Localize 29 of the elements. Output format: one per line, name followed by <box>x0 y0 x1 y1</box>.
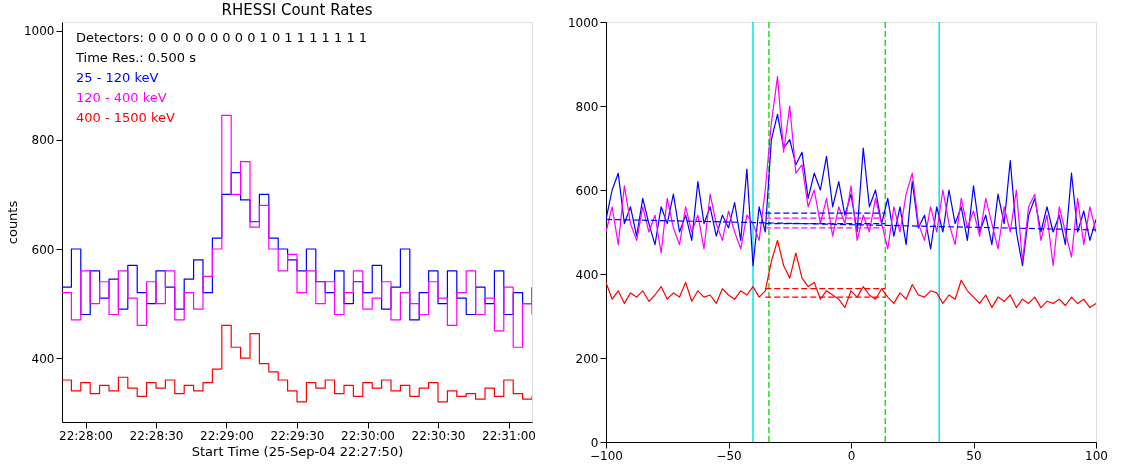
x-tick-label: 22:28:30 <box>129 428 184 443</box>
y-tick-label: 600 <box>31 242 55 257</box>
x-tick-label: −100 <box>590 448 623 463</box>
x-tick-label: 0 <box>847 448 856 463</box>
y-axis-title: counts <box>4 200 20 245</box>
y-tick-label: 1000 <box>567 15 599 30</box>
x-tick-label: 100 <box>1085 448 1108 463</box>
x-tick-label: 22:29:30 <box>270 428 325 443</box>
annotation: Time Res.: 0.500 s <box>75 50 197 65</box>
x-axis-title: Start Time (25-Sep-04 22:27:50) <box>191 443 404 459</box>
y-tick-label: 1000 <box>23 24 55 39</box>
x-tick-label: 22:30:30 <box>411 428 466 443</box>
x-tick-label: 22:28:00 <box>59 428 113 443</box>
y-tick-label: 600 <box>575 183 599 198</box>
y-tick-label: 800 <box>31 133 55 148</box>
x-tick-label: 22:30:00 <box>341 428 395 443</box>
x-tick-label: −50 <box>716 448 742 463</box>
text: 400 - 1500 keV <box>76 110 176 125</box>
text: 25 - 120 keV <box>76 70 159 85</box>
y-tick-label: 400 <box>575 267 599 282</box>
x-tick-label: 50 <box>966 448 982 463</box>
y-tick-label: 400 <box>31 351 55 366</box>
text: 120 - 400 keV <box>76 90 167 105</box>
x-tick-label: 22:29:00 <box>200 428 254 443</box>
annotation: Detectors: 0 0 0 0 0 0 0 0 0 1 0 1 1 1 1 1 1 1 <box>76 30 368 45</box>
y-tick-label: 800 <box>575 99 599 114</box>
chart-title: RHESSI Count Rates <box>221 1 373 19</box>
x-tick-label: 22:31:00 <box>482 428 536 443</box>
y-tick-label: 200 <box>575 351 599 366</box>
